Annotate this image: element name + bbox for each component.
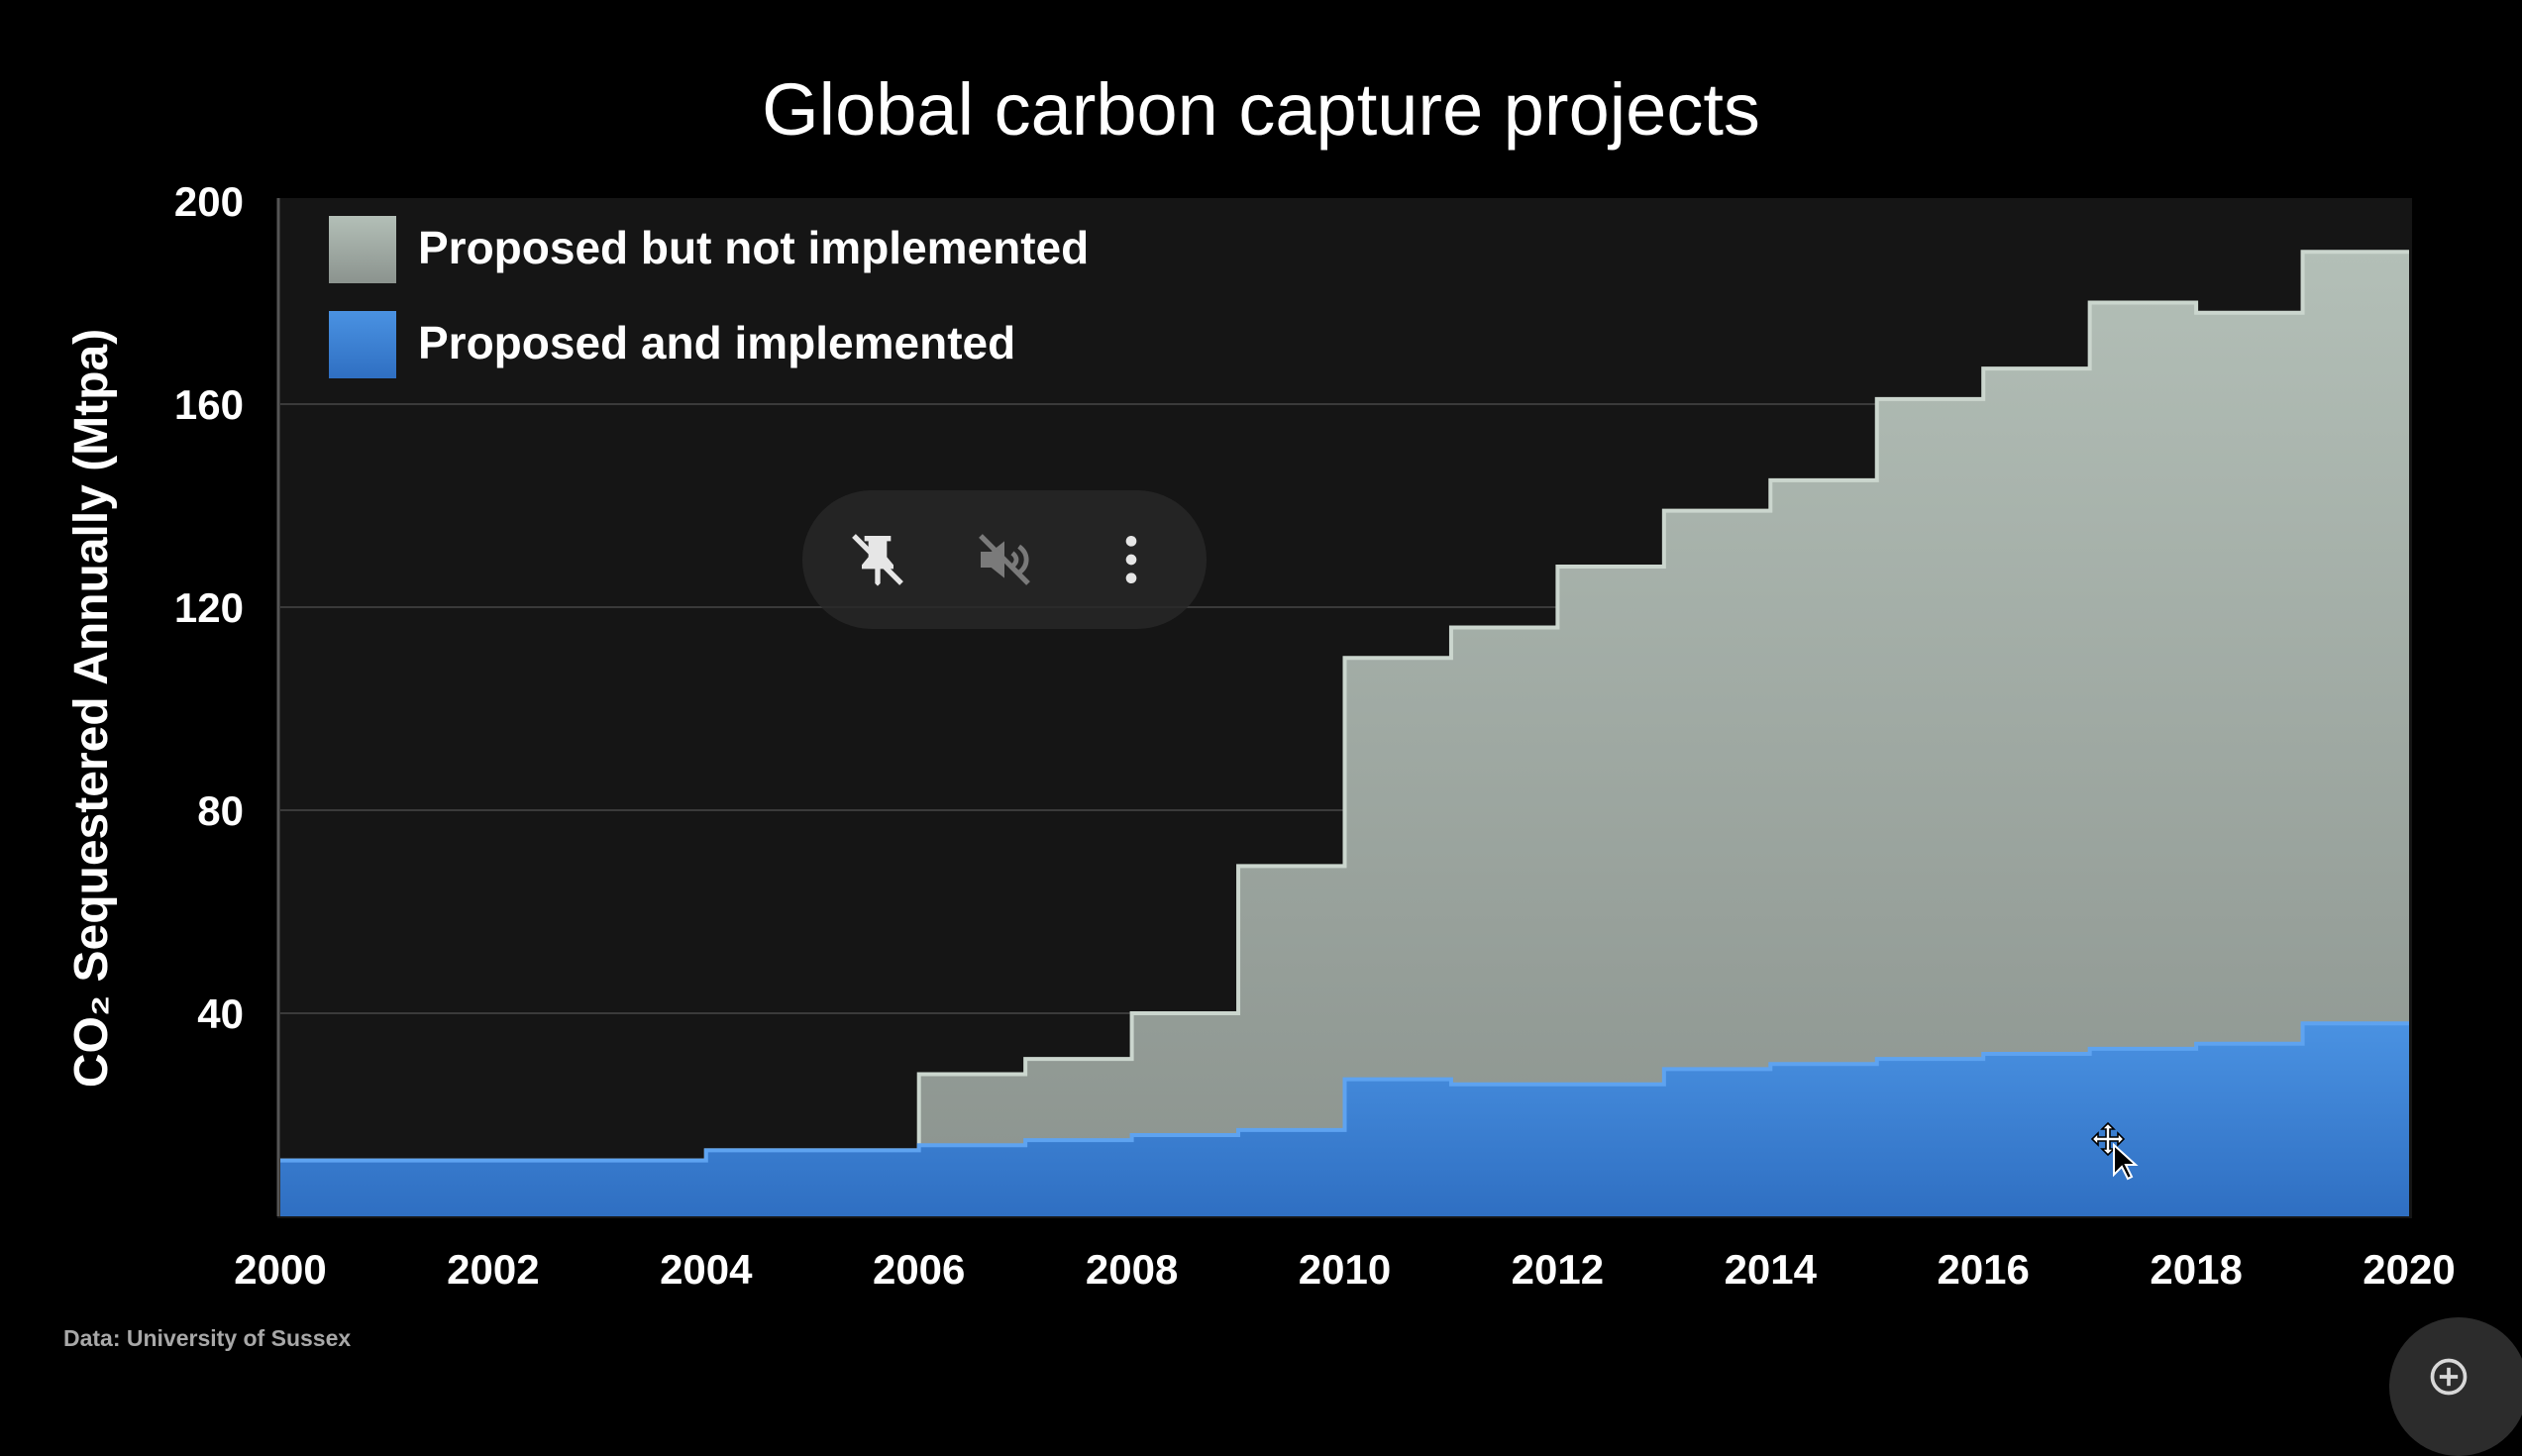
legend: Proposed but not implemented Proposed and… bbox=[329, 216, 1089, 378]
x-tick-label: 2008 bbox=[1086, 1246, 1178, 1293]
axes: 40 80 120 160 200 2000 2002 2004 2006 2008 2010 201… bbox=[174, 178, 2456, 1293]
legend-swatch bbox=[329, 216, 396, 283]
x-tick-label: 2020 bbox=[2363, 1246, 2455, 1293]
y-tick-label: 120 bbox=[174, 584, 244, 631]
y-tick-label: 200 bbox=[174, 178, 244, 225]
chart-title: Global carbon capture projects bbox=[762, 68, 1760, 151]
implemented-step-edge bbox=[280, 1021, 2409, 1163]
volume-off-icon bbox=[979, 534, 1030, 585]
legend-label: Proposed but not implemented bbox=[418, 222, 1089, 273]
zoom-button[interactable] bbox=[2389, 1317, 2522, 1456]
more-vertical-icon bbox=[1125, 536, 1137, 583]
x-tick-label: 2012 bbox=[1512, 1246, 1604, 1293]
y-tick-label: 40 bbox=[197, 990, 244, 1037]
zoom-in-icon bbox=[2430, 1358, 2468, 1396]
unpin-button[interactable] bbox=[838, 520, 917, 599]
stacked-areas bbox=[280, 250, 2409, 1216]
x-tick-label: 2004 bbox=[660, 1246, 753, 1293]
y-axis-label: CO₂ Sequestered Annually (Mtpa) bbox=[65, 329, 118, 1088]
pin-off-icon bbox=[852, 534, 903, 586]
chart-canvas: 40 80 120 160 200 2000 2002 2004 2006 2008 2010 201… bbox=[65, 178, 2456, 1293]
x-tick-label: 2002 bbox=[447, 1246, 539, 1293]
chart-stage: 40 80 120 160 200 2000 2002 2004 2006 2008 2010 201… bbox=[63, 68, 2522, 1456]
x-tick-label: 2014 bbox=[1725, 1246, 1818, 1293]
x-tick-label: 2016 bbox=[1937, 1246, 2029, 1293]
x-tick-label: 2000 bbox=[234, 1246, 326, 1293]
x-tick-label: 2018 bbox=[2150, 1246, 2242, 1293]
legend-swatch bbox=[329, 311, 396, 378]
x-tick-label: 2010 bbox=[1299, 1246, 1391, 1293]
y-tick-label: 80 bbox=[197, 787, 244, 834]
media-controls bbox=[802, 490, 1207, 629]
move-cursor-icon bbox=[2090, 1121, 2139, 1181]
y-tick-label: 160 bbox=[174, 381, 244, 428]
mute-button[interactable] bbox=[965, 520, 1044, 599]
legend-label: Proposed and implemented bbox=[418, 317, 1015, 368]
source-note: Data: University of Sussex bbox=[63, 1325, 352, 1351]
x-tick-label: 2006 bbox=[873, 1246, 965, 1293]
more-options-button[interactable] bbox=[1092, 520, 1171, 599]
